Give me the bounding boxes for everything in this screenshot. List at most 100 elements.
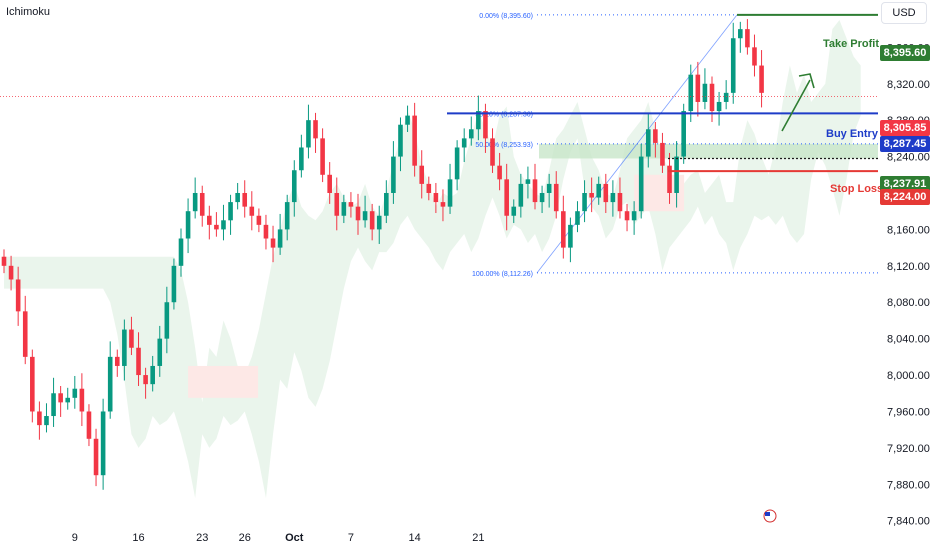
candle-body — [617, 192, 623, 212]
candle-body — [738, 29, 743, 39]
arrow-head-icon — [798, 73, 815, 89]
candle-body — [235, 192, 240, 203]
candle-body — [631, 211, 637, 221]
price-tick-label: 7,840.00 — [887, 516, 930, 528]
stop-loss-label: Stop Loss — [830, 183, 884, 195]
candle-body — [759, 65, 764, 93]
candle-body — [299, 147, 304, 171]
candle-body — [369, 211, 375, 230]
buy-entry-label: Buy Entry — [826, 128, 878, 140]
candle-body — [582, 192, 587, 212]
candle-body — [143, 375, 148, 385]
candle-body — [221, 220, 226, 230]
candle-body — [263, 224, 269, 239]
candle-body — [256, 215, 262, 225]
candle-body — [490, 138, 495, 166]
candle-body — [8, 265, 14, 280]
candle-body — [645, 129, 651, 157]
price-tick-label: 8,000.00 — [887, 370, 930, 382]
candle-body — [553, 183, 559, 212]
candle-body — [426, 183, 432, 193]
candle-body — [58, 393, 63, 403]
candle-body — [447, 179, 453, 207]
time-tick-label: 14 — [409, 532, 421, 544]
candle-body — [306, 120, 311, 148]
candle-body — [589, 192, 594, 198]
candle-body — [688, 74, 694, 112]
candle-body — [610, 192, 616, 203]
candle-body — [660, 142, 665, 166]
candle-body — [22, 311, 28, 357]
candle-body — [178, 238, 184, 266]
time-tick-label: 26 — [239, 532, 251, 544]
candle-body — [51, 393, 56, 417]
fib-level-label: 100.00% (8,112.26) — [472, 271, 533, 278]
price-tick-label: 8,240.00 — [887, 152, 930, 164]
candle-body — [15, 279, 21, 312]
candle-body — [730, 38, 736, 93]
support-zone-band — [539, 143, 878, 159]
candle-body — [72, 388, 78, 398]
take-profit-label: Take Profit — [823, 38, 880, 50]
candle-body — [362, 211, 368, 221]
candle-body — [674, 156, 679, 193]
fib-level-label: 50.00% (8,253.93) — [475, 142, 533, 149]
candle-body — [667, 165, 672, 193]
candle-body — [284, 202, 290, 230]
time-tick-label: 21 — [472, 532, 484, 544]
candle-body — [412, 115, 417, 166]
candle-body — [497, 165, 502, 180]
price-tick-label: 7,960.00 — [887, 406, 930, 418]
currency-button[interactable]: USD — [881, 2, 927, 24]
candle-body — [291, 170, 297, 203]
candle-body — [44, 416, 49, 426]
candle-body — [405, 115, 410, 125]
candle-body — [504, 179, 509, 216]
candle-body — [65, 397, 71, 403]
candle-body — [199, 192, 205, 216]
take-profit-price-tag: 8,395.60 — [880, 45, 930, 61]
time-tick-label: 23 — [196, 532, 208, 544]
candle-body — [468, 129, 474, 139]
time-tick-label: Oct — [285, 532, 304, 544]
candle-body — [129, 329, 134, 348]
candle-body — [214, 224, 219, 230]
support-zone — [539, 143, 878, 159]
candle-body — [100, 411, 106, 476]
candle-body — [164, 302, 170, 339]
candle-body — [341, 202, 347, 216]
candle-body — [157, 338, 163, 366]
candle-body — [461, 138, 467, 148]
candle-body — [355, 206, 361, 221]
time-tick-label: 16 — [132, 532, 144, 544]
candle-body — [348, 202, 354, 207]
candle-body — [334, 192, 340, 216]
candle-body — [596, 183, 602, 198]
candle-body — [752, 47, 757, 66]
candle-body — [539, 192, 545, 203]
fib-level-label: 0.00% (8,395.60) — [479, 13, 533, 20]
candle-body — [546, 183, 552, 193]
price-tick-label: 7,920.00 — [887, 443, 930, 455]
us-flag-canton-icon — [765, 512, 770, 516]
candle-body — [638, 156, 644, 212]
price-tick-label: 8,160.00 — [887, 224, 930, 236]
candle-body — [716, 101, 722, 112]
current-price-tag: 8,305.85 — [880, 120, 930, 136]
candle-body — [568, 224, 573, 248]
candle-body — [107, 356, 113, 412]
candle-body — [398, 124, 403, 157]
support-price-tag: 8,237.91 — [880, 176, 930, 192]
candle-body — [79, 388, 85, 412]
candle-body — [681, 111, 686, 157]
stop-loss-price-tag: 8,224.00 — [880, 189, 930, 205]
candle-body — [384, 192, 389, 216]
candle-body — [525, 179, 531, 184]
candle-body — [624, 211, 630, 221]
indicator-name: Ichimoku — [6, 6, 51, 18]
time-axis: 9 16 23 26 Oct 7 14 21 — [72, 532, 485, 544]
buy-entry-price-tag: 8,287.45 — [880, 136, 930, 152]
candlestick-series — [1, 19, 764, 490]
candle-body — [653, 129, 658, 143]
